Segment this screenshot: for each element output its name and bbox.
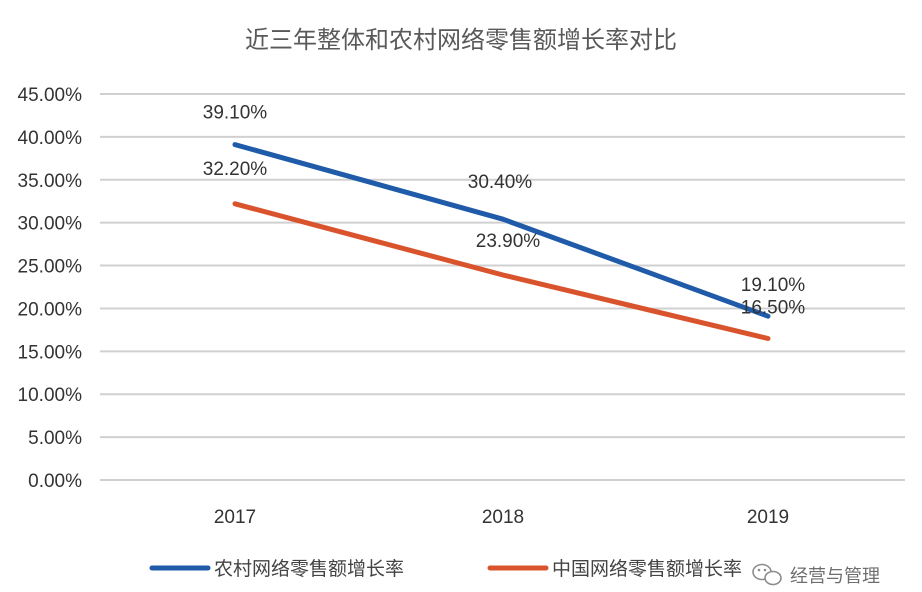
y-tick-label: 40.00% bbox=[18, 128, 83, 149]
y-tick-label: 10.00% bbox=[18, 385, 83, 406]
legend: 农村网络零售额增长率 中国网络零售额增长率 bbox=[149, 558, 742, 580]
data-labels: 39.10% 30.40% 19.10% 32.20% 23.90% 16.50% bbox=[203, 103, 806, 319]
x-tick-label: 2017 bbox=[214, 507, 256, 528]
data-label: 16.50% bbox=[741, 297, 806, 318]
x-tick-label: 2018 bbox=[482, 507, 524, 528]
data-label: 23.90% bbox=[476, 231, 541, 252]
y-tick-label: 5.00% bbox=[28, 428, 82, 449]
series-lines bbox=[232, 142, 771, 341]
data-label: 32.20% bbox=[203, 159, 268, 180]
wechat-icon bbox=[752, 563, 782, 586]
chart-title: 近三年整体和农村网络零售额增长率对比 bbox=[245, 26, 677, 54]
y-tick-label: 15.00% bbox=[18, 342, 83, 363]
y-tick-label: 25.00% bbox=[18, 257, 83, 278]
y-axis-ticks: 0.00% 5.00% 10.00% 15.00% 20.00% 25.00% 30.00%… bbox=[18, 85, 83, 492]
data-label: 30.40% bbox=[468, 172, 533, 193]
x-axis-ticks: 2017 2018 2019 bbox=[214, 507, 789, 528]
y-tick-label: 45.00% bbox=[18, 85, 83, 106]
legend-label-rural: 农村网络零售额增长率 bbox=[214, 558, 404, 580]
y-tick-label: 35.00% bbox=[18, 171, 83, 192]
y-tick-label: 20.00% bbox=[18, 299, 83, 320]
x-tick-label: 2019 bbox=[747, 507, 789, 528]
grid-lines bbox=[100, 93, 905, 481]
watermark-text: 经营与管理 bbox=[790, 566, 880, 587]
legend-label-national: 中国网络零售额增长率 bbox=[552, 558, 742, 580]
data-label: 39.10% bbox=[203, 103, 268, 124]
series-line-1 bbox=[232, 201, 771, 341]
watermark: 经营与管理 bbox=[752, 563, 880, 587]
y-tick-label: 30.00% bbox=[18, 214, 83, 235]
y-tick-label: 0.00% bbox=[28, 471, 82, 492]
data-label: 19.10% bbox=[741, 275, 806, 296]
series-line-0 bbox=[232, 142, 771, 319]
